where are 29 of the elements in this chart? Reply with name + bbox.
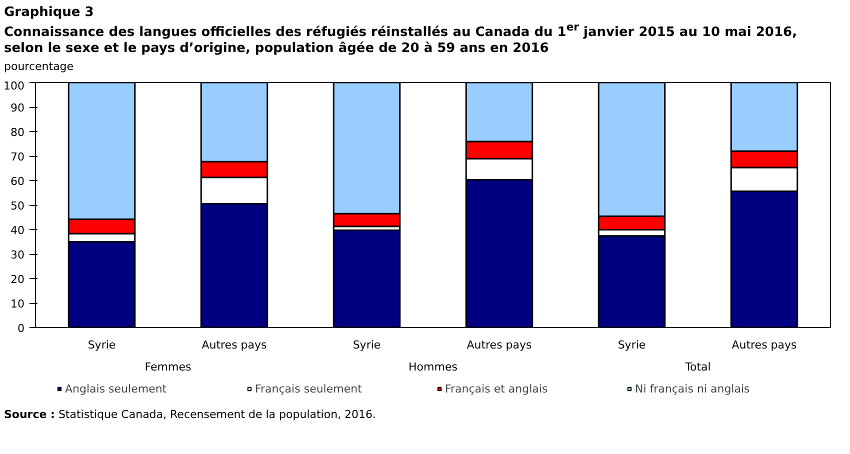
y-tick-label: 20 [10,272,25,286]
text: Total [684,360,711,374]
x-tick-label: Syrie [88,338,116,352]
legend-label: Ni français ni anglais [635,382,751,396]
source-note: Source : Statistique Canada, Recensement de la population, 2016. [4,406,376,422]
x-tick-label: Autres pays [202,338,268,352]
y-tick-label: 90 [10,101,25,114]
y-tick-label: 10 [10,297,25,310]
y-tick-label: 0 [18,322,24,335]
y-tick-label: 80 [10,126,25,139]
x-tick-label: Autres pays [466,338,532,352]
x-tick-label: Autres pays [732,338,798,352]
legend-label: Français et anglais [445,382,549,396]
y-tick-label: 30 [10,248,25,262]
text: Connaissance des langues officielles des réfugiés réinstallés au Canada du 1$^{er}$ janvier 2015 au 10 mai 2016, selon le sexe et le pays d’origine, population âgée de 20 à 59 ans en 2016 [4,20,798,56]
y-tick-label: 60 [10,174,25,188]
y-tick-label: 100 [4,79,25,92]
legend-label: Français seulement [255,382,363,396]
chart-title: Graphique 3 [4,5,94,20]
x-tick-label: Syrie [352,338,381,352]
y-axis-title: pourcentage [4,60,75,74]
y-tick-label: 40 [10,224,25,237]
text: Femmes [144,360,192,374]
y-tick-label: 50 [10,199,25,212]
y-tick-label: 70 [10,150,25,164]
text: Hommes [408,360,458,374]
legend-label: Anglais seulement [65,382,168,396]
x-tick-label: Syrie [618,338,646,352]
bar [332,229,401,328]
